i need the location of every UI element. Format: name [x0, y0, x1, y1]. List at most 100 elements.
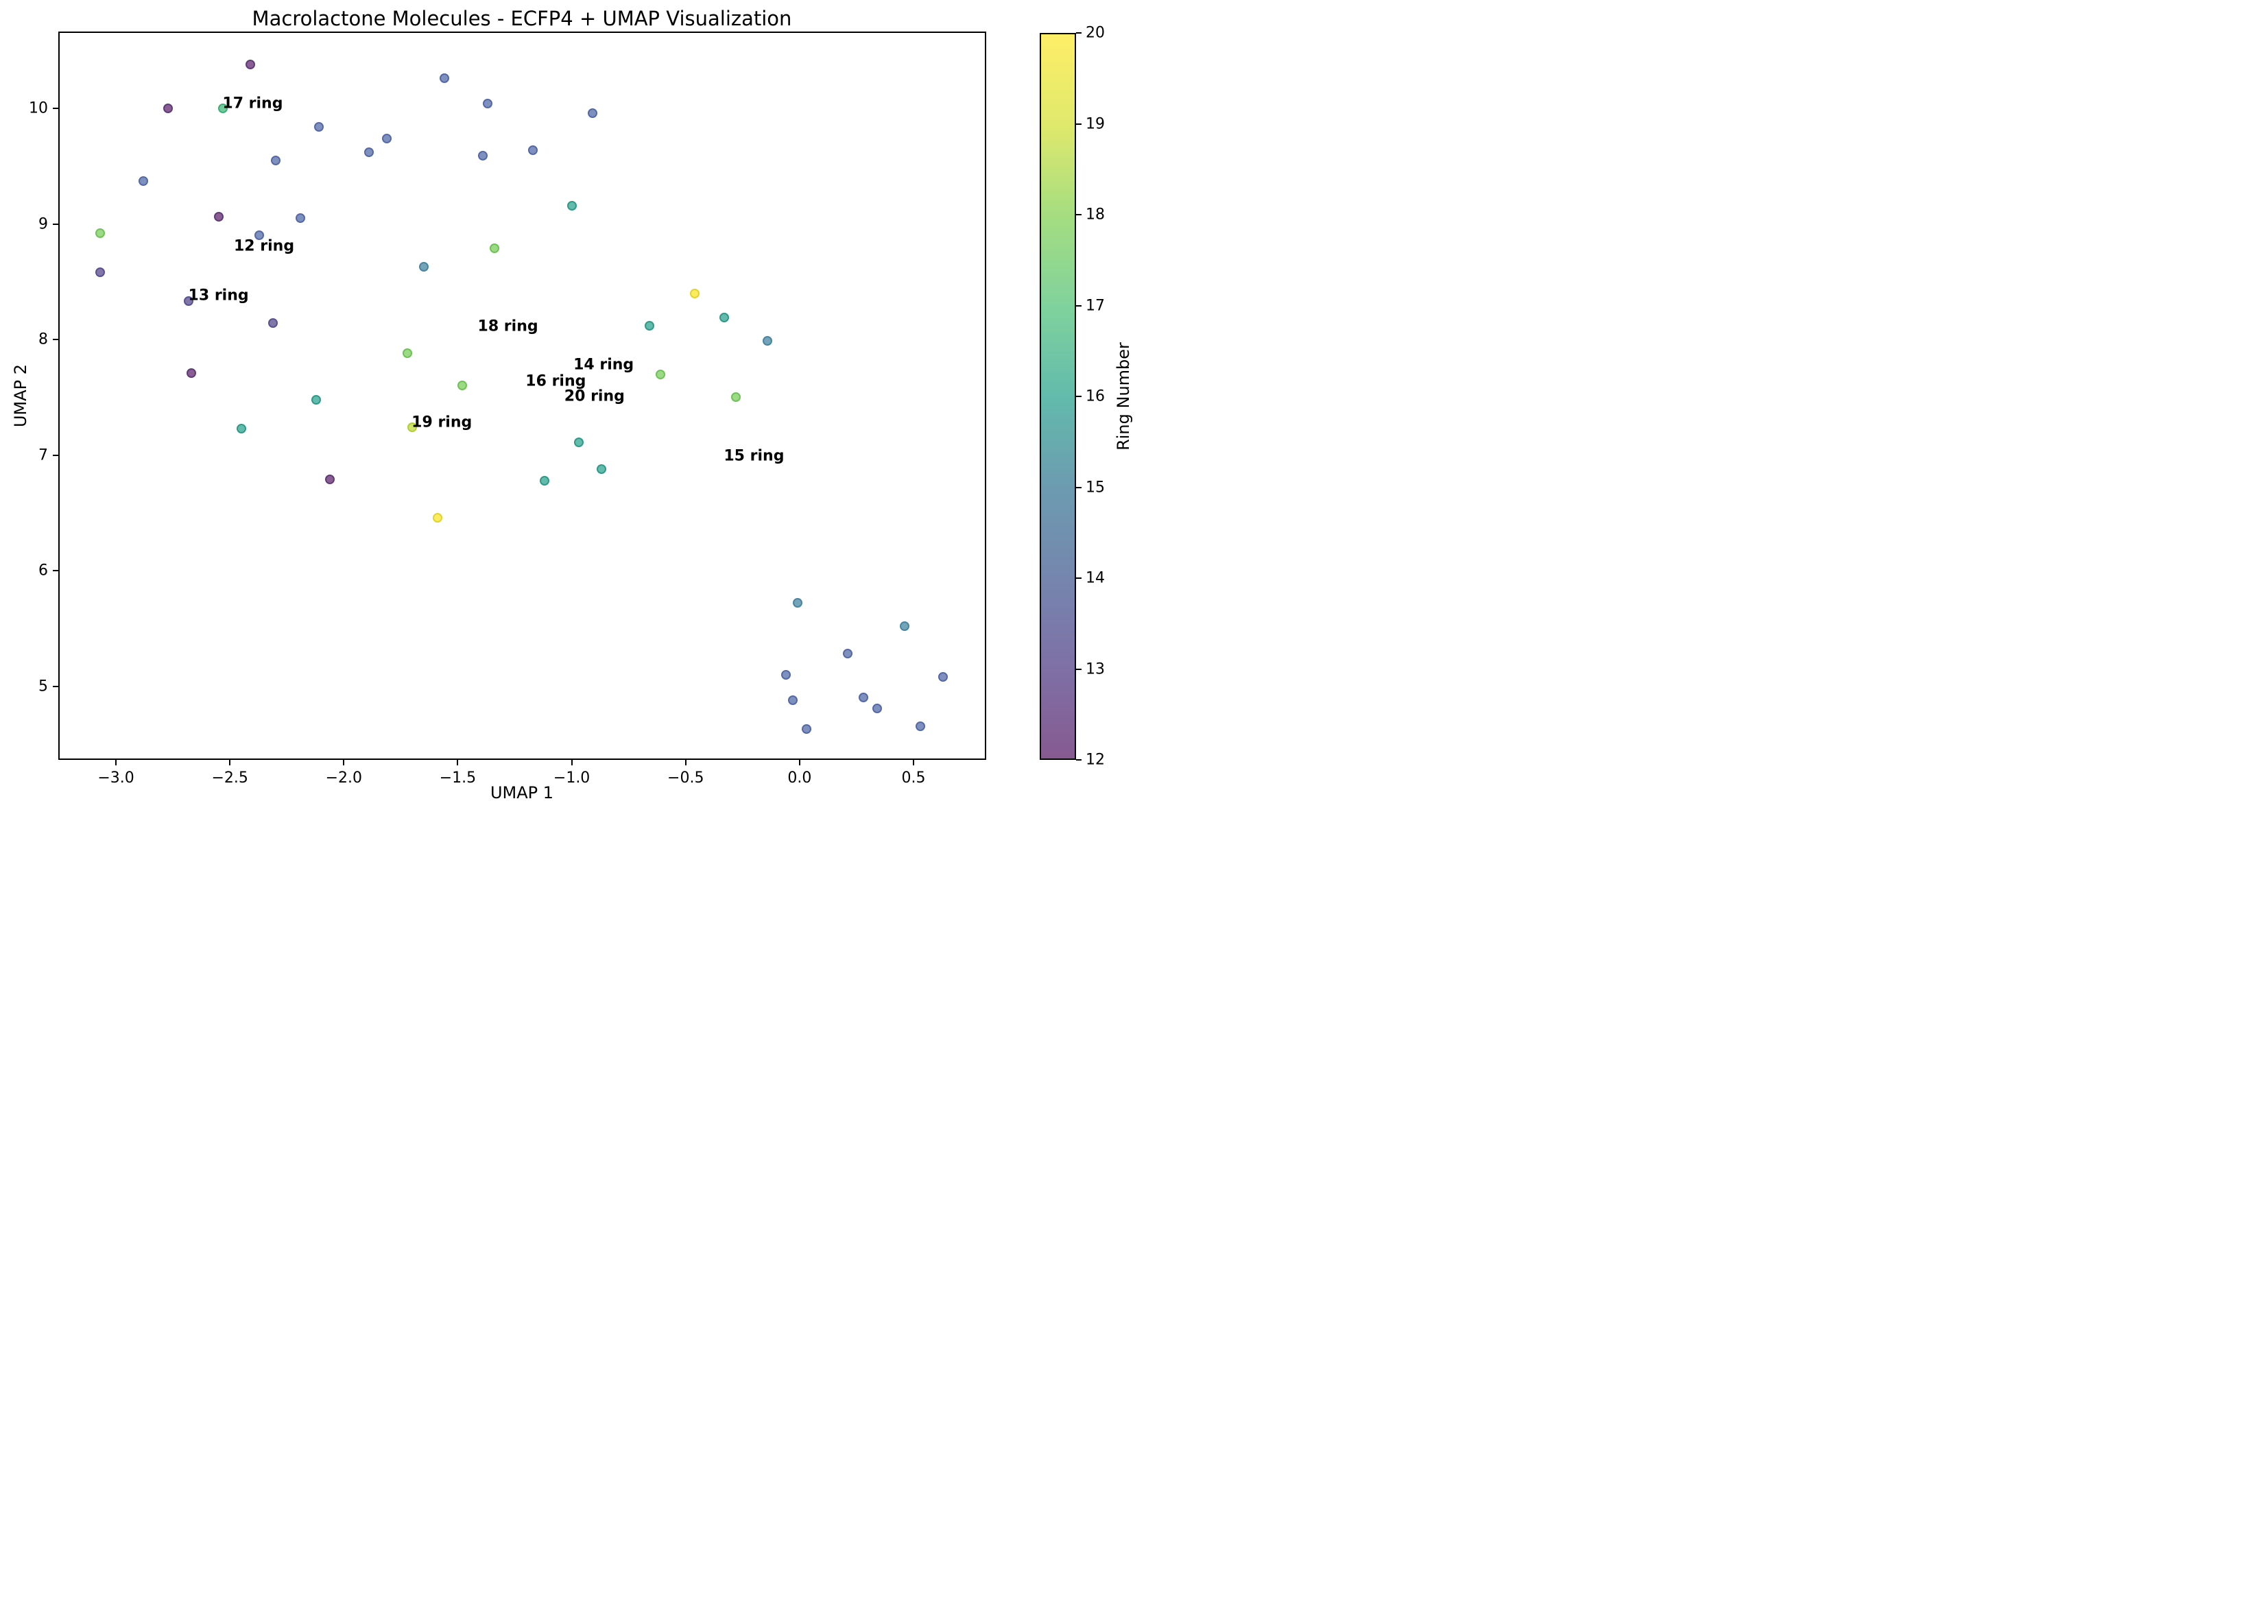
- scatter-point-ring-14: [938, 672, 948, 682]
- x-axis-tick: [457, 760, 459, 765]
- x-tick-label: −2.5: [211, 769, 248, 787]
- scatter-point-ring-14: [138, 176, 148, 187]
- colorbar-tick-label: 20: [1086, 24, 1105, 42]
- cluster-annotation: 14 ring: [573, 356, 634, 374]
- scatter-point-ring-14: [296, 213, 306, 224]
- scatter-point-ring-14: [915, 721, 925, 732]
- x-axis-tick: [115, 760, 117, 765]
- scatter-point-ring-14: [482, 99, 492, 109]
- scatter-point-ring-14: [382, 133, 392, 143]
- cluster-annotation: 15 ring: [724, 447, 785, 465]
- y-axis-tick: [53, 108, 58, 110]
- cluster-annotation: 17 ring: [222, 95, 283, 112]
- scatter-point-ring-20: [690, 288, 700, 298]
- scatter-point-ring-12: [186, 368, 196, 378]
- scatter-point-ring-14: [842, 649, 852, 659]
- scatter-point-ring-14: [313, 122, 324, 132]
- cluster-annotation: 19 ring: [411, 414, 473, 431]
- colorbar-tick: [1076, 32, 1082, 34]
- scatter-point-ring-14: [780, 669, 791, 680]
- scatter-point-ring-18: [730, 392, 741, 403]
- cluster-annotation: 16 ring: [525, 372, 586, 390]
- colorbar-tick: [1076, 304, 1082, 307]
- scatter-point-ring-16: [311, 394, 322, 405]
- scatter-point-ring-15: [899, 621, 909, 631]
- scatter-point-ring-16: [539, 475, 549, 486]
- scatter-point-ring-12: [213, 212, 224, 222]
- x-axis-tick: [798, 760, 800, 765]
- scatter-point-ring-14: [801, 724, 811, 734]
- colorbar-tick-label: 17: [1086, 297, 1105, 314]
- colorbar-tick: [1076, 668, 1082, 670]
- scatter-point-ring-13: [184, 296, 194, 307]
- colorbar-tick: [1076, 759, 1082, 761]
- x-axis-tick: [913, 760, 914, 765]
- y-axis-tick: [53, 223, 58, 225]
- colorbar-tick: [1076, 396, 1082, 397]
- colorbar-tick-label: 13: [1086, 660, 1105, 678]
- x-tick-label: −0.5: [667, 769, 704, 787]
- y-axis-tick: [53, 570, 58, 571]
- cluster-annotation: 13 ring: [188, 287, 249, 304]
- umap-scatter-figure: Macrolactone Molecules - ECFP4 + UMAP Vi…: [0, 0, 1134, 812]
- colorbar-tick: [1076, 214, 1082, 215]
- y-tick-label: 6: [38, 562, 48, 580]
- x-axis-tick: [343, 760, 345, 765]
- scatter-point-ring-16: [573, 437, 584, 447]
- scatter-point-ring-16: [719, 313, 730, 323]
- y-tick-label: 9: [38, 215, 48, 233]
- y-axis-label: UMAP 2: [11, 363, 30, 428]
- y-axis-tick: [53, 454, 58, 456]
- colorbar-tick-label: 14: [1086, 569, 1105, 587]
- colorbar-tick-label: 15: [1086, 479, 1105, 496]
- scatter-point-ring-14: [270, 155, 280, 165]
- x-tick-label: −1.0: [553, 769, 590, 787]
- scatter-point-ring-18: [457, 381, 468, 391]
- scatter-point-ring-19: [407, 422, 417, 433]
- scatter-point-ring-13: [268, 318, 278, 329]
- scatter-point-ring-18: [403, 348, 413, 359]
- colorbar-label: Ring Number: [1114, 342, 1133, 451]
- y-tick-label: 10: [29, 99, 48, 117]
- scatter-point-ring-16: [596, 464, 606, 474]
- scatter-point-ring-15: [418, 261, 429, 272]
- scatter-point-ring-12: [325, 474, 335, 484]
- scatter-point-ring-15: [763, 335, 773, 346]
- scatter-point-ring-16: [236, 423, 246, 433]
- x-tick-label: 0.5: [901, 769, 926, 787]
- scatter-point-ring-14: [872, 703, 882, 713]
- colorbar: [1040, 33, 1076, 760]
- y-tick-label: 7: [38, 446, 48, 464]
- scatter-point-ring-14: [478, 151, 488, 161]
- scatter-point-ring-14: [528, 145, 538, 155]
- x-tick-label: −1.5: [439, 769, 477, 787]
- x-tick-label: 0.0: [787, 769, 812, 787]
- scatter-point-ring-14: [363, 147, 374, 158]
- scatter-point-ring-12: [246, 60, 256, 70]
- scatter-point-ring-16: [644, 320, 654, 331]
- x-tick-label: −3.0: [97, 769, 134, 787]
- cluster-annotation: 18 ring: [477, 318, 538, 335]
- scatter-point-ring-14: [858, 693, 868, 703]
- scatter-point-ring-14: [254, 230, 265, 241]
- colorbar-tick: [1076, 577, 1082, 579]
- colorbar-tick-label: 16: [1086, 387, 1105, 405]
- y-axis-tick: [53, 339, 58, 341]
- x-tick-label: −2.0: [325, 769, 363, 787]
- scatter-point-ring-14: [439, 73, 449, 84]
- scatter-point-ring-13: [95, 267, 105, 278]
- x-axis-tick: [684, 760, 687, 765]
- scatter-point-ring-12: [163, 104, 174, 114]
- cluster-annotation: 12 ring: [233, 237, 295, 255]
- x-axis-tick: [571, 760, 573, 765]
- scatter-point-ring-17: [218, 104, 228, 114]
- y-tick-label: 5: [38, 678, 48, 695]
- scatter-point-ring-14: [587, 108, 597, 118]
- y-axis-tick: [53, 685, 58, 687]
- scatter-point-ring-18: [489, 243, 499, 253]
- colorbar-tick-label: 19: [1086, 115, 1105, 132]
- scatter-point-ring-14: [787, 695, 798, 705]
- scatter-point-ring-20: [432, 512, 442, 523]
- x-axis-tick: [229, 760, 231, 765]
- plot-area: [58, 32, 986, 760]
